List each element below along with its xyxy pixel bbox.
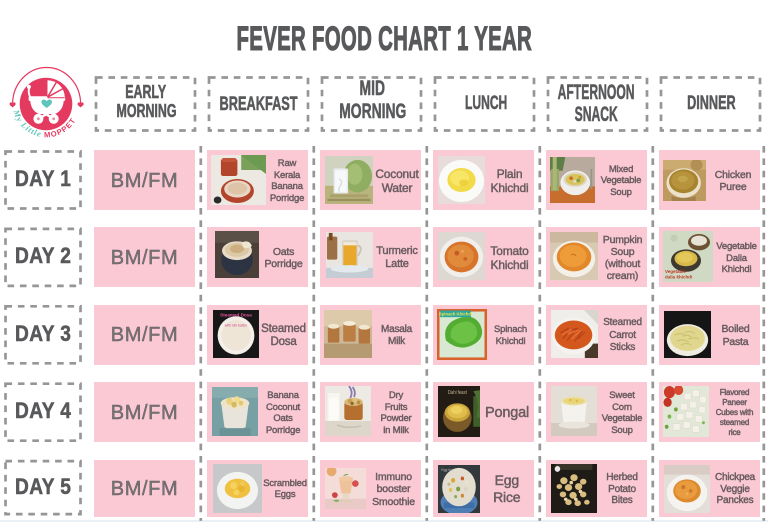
- svg-text:Vegetable: Vegetable: [665, 269, 686, 274]
- svg-text:Egg rice: Egg rice: [441, 467, 453, 471]
- svg-text:Spinach Khichdi: Spinach Khichdi: [439, 311, 472, 316]
- svg-text:Dahi feast: Dahi feast: [448, 390, 467, 395]
- svg-text:Steamed Dosa: Steamed Dosa: [220, 312, 252, 317]
- svg-text:with idli batter: with idli batter: [225, 323, 248, 327]
- svg-text:dalia khichdi: dalia khichdi: [665, 275, 692, 280]
